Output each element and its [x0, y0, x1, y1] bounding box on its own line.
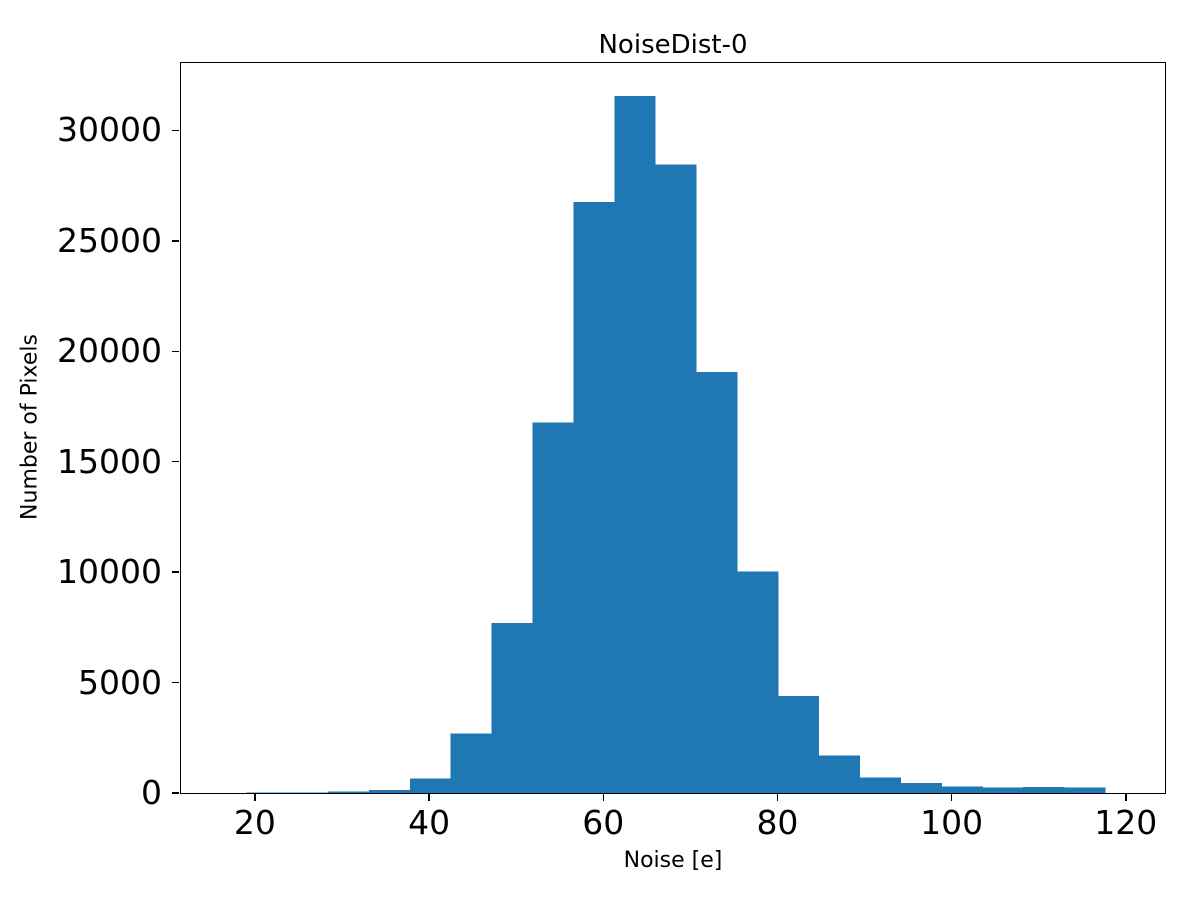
histogram-bar [328, 791, 370, 793]
histogram-bar [900, 783, 942, 793]
histogram-bar [696, 371, 738, 793]
x-tick-mark [602, 794, 604, 801]
histogram-bar [982, 787, 1024, 793]
x-tick-label: 100 [920, 803, 984, 842]
x-tick-label: 20 [233, 803, 276, 842]
histogram-bar [655, 164, 697, 793]
y-tick-mark [172, 460, 179, 463]
chart-title: NoiseDist-0 [598, 30, 748, 60]
x-tick-mark [776, 794, 779, 801]
y-tick-mark [172, 240, 179, 242]
histogram-bar [859, 777, 902, 793]
histogram-bar [573, 201, 615, 793]
histogram-bar [736, 571, 779, 793]
x-tick-mark [950, 794, 953, 801]
histogram-bars [246, 96, 1106, 793]
histogram-bar [532, 422, 574, 793]
y-tick-mark [172, 681, 179, 684]
x-tick-mark [1125, 794, 1127, 801]
histogram-bar [287, 792, 329, 793]
x-tick-label: 60 [582, 803, 625, 842]
y-tick-label: 0 [141, 773, 162, 812]
y-tick-label: 25000 [57, 220, 162, 260]
y-tick-label: 10000 [57, 552, 162, 592]
histogram-bar [614, 96, 656, 793]
x-tick-label: 120 [1094, 803, 1158, 842]
y-tick-mark [172, 792, 179, 794]
histogram-bar [941, 786, 983, 793]
x-tick-label: 40 [408, 803, 451, 842]
histogram-bar [1064, 787, 1106, 793]
histogram-bar [368, 790, 411, 793]
y-tick-label: 20000 [57, 331, 162, 371]
y-tick-label: 15000 [57, 441, 162, 481]
histogram-bar [1023, 786, 1065, 793]
y-tick-mark [172, 571, 179, 573]
x-axis-label: Noise [e] [623, 848, 723, 873]
x-tick-label: 80 [756, 803, 799, 842]
x-tick-mark [254, 794, 256, 801]
plot-area [180, 62, 1166, 794]
histogram-bar [777, 695, 820, 793]
histogram-bar [450, 733, 493, 793]
y-tick-label: 30000 [57, 110, 162, 150]
x-tick-mark [428, 794, 430, 801]
histogram-bar [491, 623, 533, 793]
histogram-bar [818, 755, 861, 793]
histogram-bar [409, 778, 452, 793]
y-tick-label: 5000 [78, 662, 162, 702]
y-tick-mark [172, 129, 179, 132]
y-tick-mark [172, 350, 179, 353]
